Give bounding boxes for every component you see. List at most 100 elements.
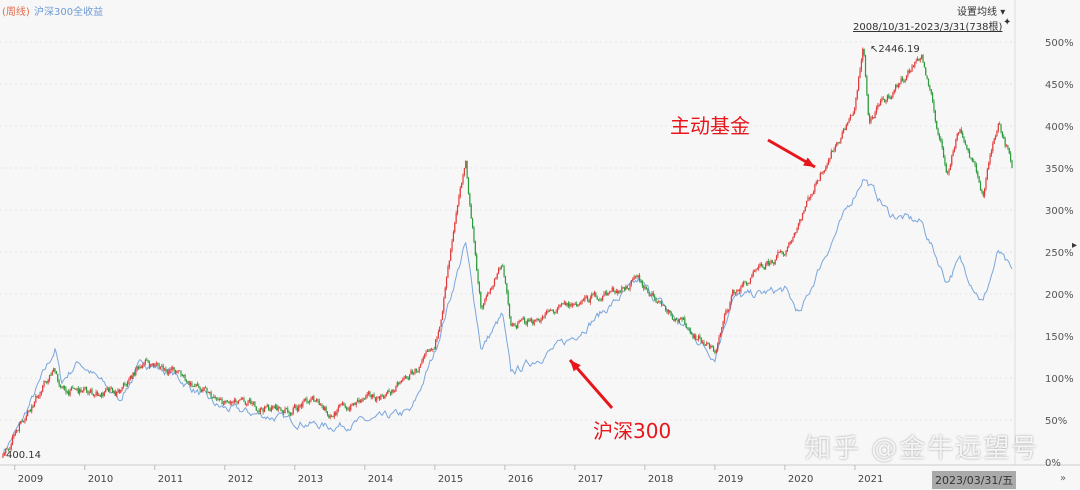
candle xyxy=(504,276,507,284)
candle xyxy=(410,370,412,375)
candle xyxy=(566,302,568,306)
ma-setting-button[interactable]: 设置均线 ▾ xyxy=(957,3,1005,18)
candle xyxy=(571,304,574,306)
candle xyxy=(941,141,943,148)
candle xyxy=(417,370,419,372)
candle xyxy=(9,449,11,450)
candle xyxy=(340,404,342,406)
candle xyxy=(623,287,626,290)
candle xyxy=(936,121,938,129)
candle xyxy=(232,402,234,404)
candle xyxy=(18,423,21,431)
date-range-link[interactable]: 2008/10/31-2023/3/31(738根) xyxy=(853,22,1003,33)
candle xyxy=(154,364,156,366)
candle xyxy=(181,374,183,376)
candle xyxy=(832,151,834,153)
candle xyxy=(905,75,908,81)
candle xyxy=(367,391,370,394)
candle xyxy=(730,296,732,303)
candle xyxy=(426,350,429,352)
candle xyxy=(997,123,999,131)
candle xyxy=(35,396,37,403)
candle xyxy=(818,180,820,182)
candle xyxy=(862,48,864,61)
candle xyxy=(547,311,549,312)
candle xyxy=(269,409,271,412)
candle xyxy=(992,143,994,151)
candle xyxy=(374,397,376,401)
candle xyxy=(822,171,824,174)
candle xyxy=(900,78,902,84)
candle xyxy=(578,304,580,306)
candle xyxy=(152,363,155,366)
candle xyxy=(310,398,312,401)
candle xyxy=(157,363,159,364)
candle xyxy=(98,394,100,396)
candle xyxy=(608,292,611,294)
candle xyxy=(874,112,876,119)
candle xyxy=(834,145,836,150)
candle xyxy=(72,387,74,389)
candle xyxy=(519,320,522,321)
candle xyxy=(582,300,585,301)
candle xyxy=(577,305,579,307)
x-tick-label: 2014 xyxy=(368,474,393,485)
candle xyxy=(600,299,602,301)
candle xyxy=(321,404,323,407)
candle xyxy=(241,398,244,399)
candle xyxy=(36,396,38,398)
candle xyxy=(847,122,849,125)
candle xyxy=(31,406,33,412)
candle xyxy=(591,294,593,298)
candle xyxy=(373,394,375,398)
candle xyxy=(903,80,905,82)
candle xyxy=(162,365,164,370)
candle xyxy=(778,252,780,253)
candle xyxy=(942,147,945,157)
candle xyxy=(144,359,146,363)
candle xyxy=(235,399,237,403)
candle xyxy=(625,286,627,290)
candle xyxy=(552,310,554,312)
candle xyxy=(187,381,189,383)
candle xyxy=(990,150,993,155)
candle xyxy=(384,395,386,399)
candle xyxy=(499,268,501,270)
candle xyxy=(718,337,720,344)
candle xyxy=(675,318,678,321)
candle xyxy=(947,172,949,174)
pin-icon[interactable]: ✦ xyxy=(1003,17,1012,28)
candle xyxy=(414,368,416,373)
candle xyxy=(1003,136,1005,139)
candle xyxy=(521,318,523,321)
candle xyxy=(644,287,646,289)
candle xyxy=(99,394,101,397)
candle xyxy=(448,260,450,268)
candle xyxy=(458,196,460,206)
candle xyxy=(751,275,753,278)
candle xyxy=(849,115,852,120)
legend-index: 沪深300全收益 xyxy=(34,7,104,18)
candle xyxy=(20,421,22,424)
candle xyxy=(246,404,248,406)
candle xyxy=(649,295,652,297)
candle xyxy=(380,395,382,400)
candle xyxy=(467,178,470,194)
expand-right-icon[interactable]: ▸ xyxy=(1072,240,1078,251)
candle xyxy=(944,156,946,165)
candle xyxy=(636,275,638,277)
candle xyxy=(306,398,308,402)
candle xyxy=(100,393,103,397)
candle xyxy=(265,406,267,408)
candle xyxy=(645,287,648,289)
candle xyxy=(747,283,749,285)
candle xyxy=(356,399,359,402)
candle xyxy=(930,89,932,94)
candle xyxy=(393,391,396,393)
candle xyxy=(789,242,791,244)
scroll-right-icon[interactable]: » xyxy=(1060,473,1067,484)
candle xyxy=(662,304,664,306)
candle xyxy=(73,387,75,390)
candle xyxy=(165,368,167,371)
candle xyxy=(54,368,56,372)
